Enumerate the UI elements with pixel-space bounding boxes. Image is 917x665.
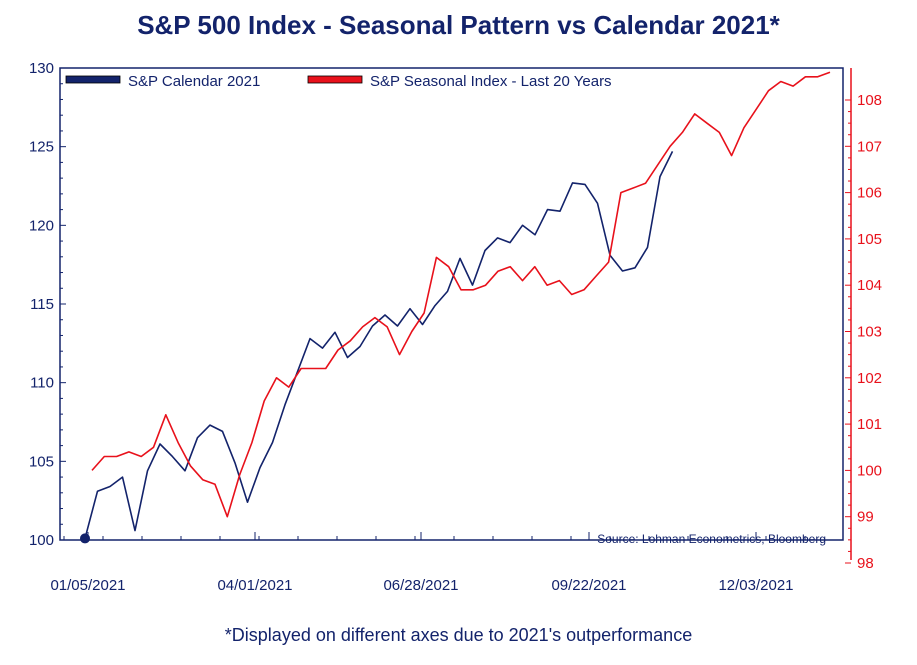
x-axis: 01/05/2021 04/01/2021 06/28/2021 09/22/2021… (50, 532, 806, 594)
legend-swatch-seasonal (307, 75, 363, 84)
x-tick-label: 01/05/2021 (50, 577, 125, 594)
left-tick-label: 125 (29, 139, 54, 156)
x-tick-label: 12/03/2021 (718, 577, 793, 594)
x-tick-label: 06/28/2021 (383, 577, 458, 594)
footnote: *Displayed on different axes due to 2021… (224, 625, 693, 645)
right-tick-label: 108 (857, 92, 882, 109)
chart-title: S&P 500 Index - Seasonal Pattern vs Cale… (137, 10, 780, 40)
series-layer (80, 71, 831, 544)
left-tick-label: 120 (29, 217, 54, 234)
right-tick-label: 105 (857, 231, 882, 248)
left-tick-label: 110 (30, 375, 54, 392)
legend-label-calendar: S&P Calendar 2021 (128, 73, 260, 90)
plot-area-border (59, 67, 844, 541)
legend-swatch-calendar (65, 75, 121, 84)
left-tick-label: 105 (29, 453, 54, 470)
legend: S&P Calendar 2021 S&P Seasonal Index - L… (65, 73, 612, 90)
source-note: Source: Lohman Econometrics, Bloomberg (597, 532, 826, 546)
series-line-calendar-2021 (84, 151, 674, 539)
right-tick-label: 106 (857, 185, 882, 202)
right-tick-label: 99 (857, 509, 874, 526)
right-tick-label: 98 (857, 555, 874, 572)
right-tick-label: 102 (857, 370, 882, 387)
calendar-start-dot (80, 533, 90, 544)
x-tick-label: 09/22/2021 (551, 577, 626, 594)
left-tick-label: 130 (29, 60, 54, 77)
right-tick-label: 103 (857, 324, 882, 341)
x-tick-label: 04/01/2021 (217, 577, 292, 594)
series-line-seasonal-index (91, 71, 831, 518)
left-tick-label: 115 (30, 296, 54, 313)
legend-label-seasonal: S&P Seasonal Index - Last 20 Years (370, 73, 612, 90)
right-tick-label: 101 (857, 416, 882, 433)
left-tick-label: 100 (29, 532, 54, 549)
right-tick-label: 107 (857, 138, 882, 155)
left-axis: 100 105 110 115 120 125 130 (29, 60, 66, 549)
right-tick-label: 104 (857, 277, 882, 294)
chart-svg: 100 105 110 115 120 125 130 98 99 100 101 102 103 10… (29, 60, 882, 594)
right-tick-label: 100 (857, 462, 882, 479)
right-axis: 98 99 100 101 102 103 104 105 106 107 108 (845, 92, 882, 572)
